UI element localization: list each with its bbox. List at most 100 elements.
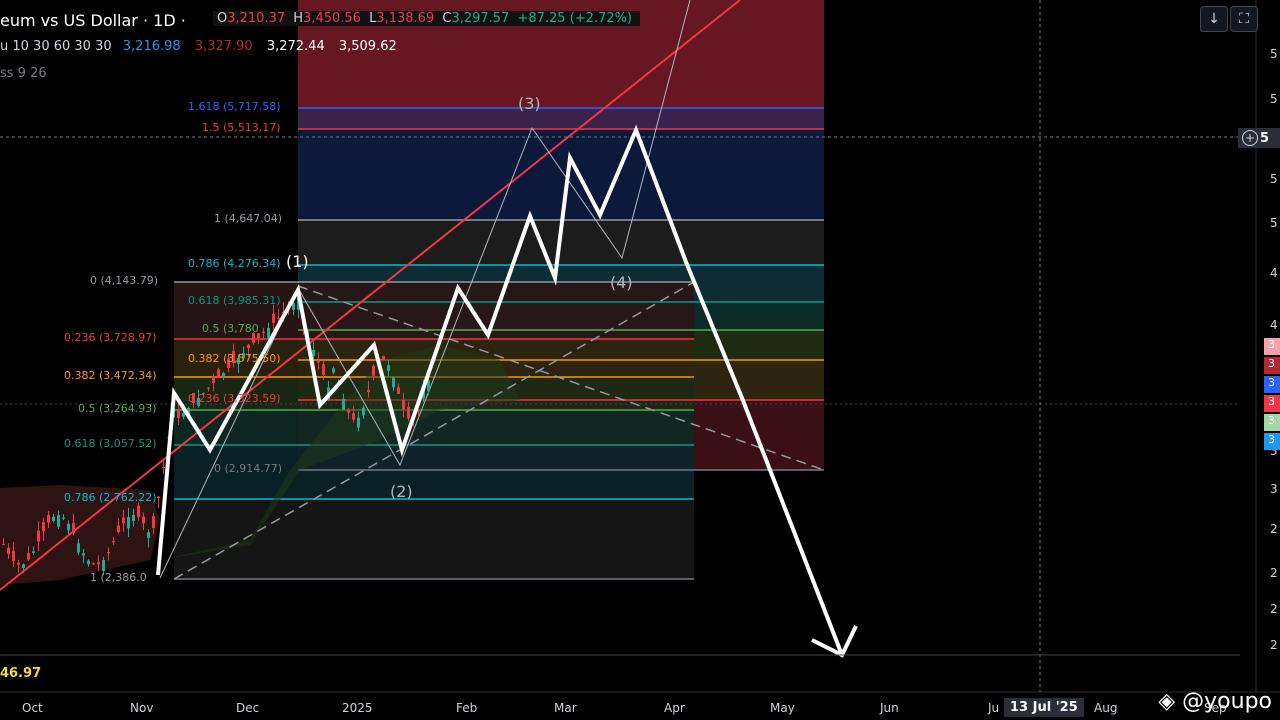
time-axis-label: Apr bbox=[664, 701, 685, 715]
candle-body bbox=[12, 550, 15, 562]
left-fib-zone-4 bbox=[174, 410, 694, 445]
low-label: L bbox=[369, 11, 377, 26]
candle-body bbox=[382, 355, 385, 361]
price-axis-label: 4 bbox=[1270, 318, 1278, 332]
candle-body bbox=[262, 331, 265, 333]
price-axis-label: 2 bbox=[1270, 638, 1278, 652]
candle-body bbox=[267, 328, 270, 338]
time-axis-label: Nov bbox=[130, 701, 154, 715]
fib-left-label: 0.618 (3,057.52) bbox=[64, 437, 157, 450]
navy-zone bbox=[298, 129, 824, 220]
wave-projection bbox=[156, 124, 844, 656]
candle-body bbox=[82, 553, 85, 556]
candle-body bbox=[102, 559, 105, 571]
high-label: H bbox=[293, 11, 304, 26]
indicator-value-1: 3,216.98 bbox=[122, 39, 181, 54]
fullscreen-icon: ⛶ bbox=[1239, 11, 1249, 27]
arrow-down-icon: ↓ bbox=[1208, 11, 1220, 27]
candle-body bbox=[232, 351, 235, 363]
candle-body bbox=[2, 543, 5, 545]
fib-right-label: 0.236 (3,323.59) bbox=[188, 392, 281, 405]
price-axis-label: 3 bbox=[1270, 482, 1278, 496]
candle-body bbox=[352, 413, 355, 420]
fib-right-label: 0.786 (4,276.34) bbox=[188, 257, 281, 270]
candle-body bbox=[367, 389, 370, 392]
fullscreen-button[interactable]: ⛶ bbox=[1230, 6, 1258, 32]
indicator-2[interactable]: ss 9 26 bbox=[0, 66, 51, 81]
price-axis-label: 5 bbox=[1270, 92, 1278, 106]
candle-body bbox=[197, 398, 200, 406]
time-axis-label: 2025 bbox=[342, 701, 373, 715]
low-value: 3,138.69 bbox=[376, 11, 435, 26]
candle-body bbox=[212, 376, 215, 383]
time-axis-label: Sep bbox=[1204, 701, 1227, 715]
wave-label-3: (3) bbox=[518, 94, 541, 113]
price-tag: 3 bbox=[1264, 433, 1280, 450]
wave-label-1: (1) bbox=[286, 252, 309, 271]
close-value: 3,297.57 bbox=[451, 11, 510, 26]
plus-circle-icon[interactable]: + bbox=[1242, 130, 1258, 146]
candle-body bbox=[237, 358, 240, 364]
price-tag: 3 bbox=[1264, 414, 1280, 431]
price-axis-label: 2 bbox=[1270, 602, 1278, 616]
time-axis-label: Aug bbox=[1094, 701, 1118, 715]
indicator-name: u 10 30 60 30 30 bbox=[0, 39, 112, 54]
wave-label-2: (2) bbox=[390, 482, 413, 501]
close-label: C bbox=[442, 11, 452, 26]
fib-left-label: 0.382 (3,472.34) bbox=[64, 369, 157, 382]
candle-body bbox=[7, 547, 10, 554]
watermark: ◈ @youpo bbox=[1158, 689, 1272, 714]
candle-body bbox=[222, 373, 225, 376]
price-axis-label: 5 bbox=[1270, 172, 1278, 186]
candle-body bbox=[227, 358, 230, 368]
candle-body bbox=[107, 552, 110, 554]
right-fib-lines bbox=[298, 107, 824, 471]
indicator-ichimoku[interactable]: u 10 30 60 30 30 3,216.98 3,327.90 3,272… bbox=[0, 39, 404, 54]
candle-body bbox=[312, 350, 315, 357]
candle-body bbox=[42, 522, 45, 532]
candle-body bbox=[47, 515, 50, 523]
indicator-2-name: ss 9 26 bbox=[0, 66, 47, 81]
candle-body bbox=[392, 377, 395, 388]
fib-left-label: 0 (4,143.79) bbox=[90, 274, 159, 287]
candle-body bbox=[387, 365, 390, 371]
bottom-pane-value: 46.97 bbox=[0, 666, 42, 681]
cloud-mid bbox=[160, 345, 520, 560]
price-axis-label: 5 bbox=[1270, 47, 1278, 61]
candle-body bbox=[182, 413, 185, 417]
candle-body bbox=[17, 562, 20, 565]
thin-wave bbox=[159, 0, 691, 579]
candle-body bbox=[52, 516, 55, 521]
symbol-title[interactable]: eum vs US Dollar · 1D · bbox=[0, 11, 186, 30]
price-axis-label: 5 bbox=[1270, 216, 1278, 230]
time-axis-label: Dec bbox=[236, 701, 260, 715]
fib-left-label: 0.236 (3,728.97) bbox=[64, 331, 157, 344]
candle-body bbox=[112, 541, 115, 543]
fib-left-label: 1 (2,386.0 bbox=[90, 571, 147, 584]
price-tag: 3 bbox=[1264, 338, 1280, 355]
watermark-text: @youpo bbox=[1182, 689, 1272, 714]
crosshair-date-tag: 13 Jul '25 bbox=[1004, 698, 1084, 717]
open-value: 3,210.37 bbox=[227, 11, 286, 26]
candle-body bbox=[187, 408, 190, 416]
candle-body bbox=[297, 298, 300, 310]
purple-zone bbox=[298, 108, 824, 129]
candles bbox=[2, 291, 430, 576]
time-axis-label: Ju bbox=[988, 701, 1000, 715]
fib-right-label: 0.382 (3,575.50) bbox=[188, 352, 281, 365]
crosshair-price-value: 5 bbox=[1260, 131, 1270, 146]
cloud-left bbox=[0, 485, 160, 585]
download-button[interactable]: ↓ bbox=[1200, 6, 1228, 32]
candle-body bbox=[347, 410, 350, 413]
candle-body bbox=[247, 344, 250, 348]
indicator-value-4: 3,509.62 bbox=[338, 39, 397, 54]
price-tag: 3 bbox=[1264, 357, 1280, 374]
left-fib-zone-6 bbox=[174, 499, 694, 579]
diamond-logo-icon: ◈ bbox=[1158, 689, 1176, 714]
time-axis-label: Feb bbox=[456, 701, 478, 715]
candle-body bbox=[402, 400, 405, 409]
candle-body bbox=[162, 466, 165, 468]
candle-body bbox=[62, 517, 65, 519]
candle-body bbox=[317, 361, 320, 363]
